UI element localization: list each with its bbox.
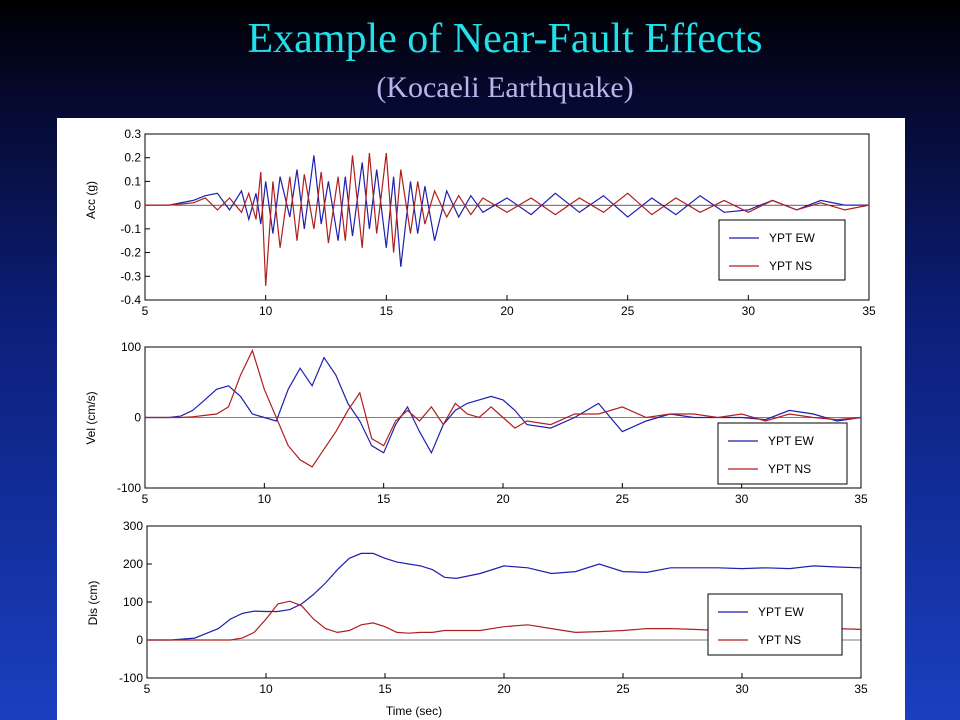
chart1-y-axis-label: Acc (g)	[84, 181, 98, 219]
chart1-ytick-label: -0.1	[120, 222, 141, 236]
chart1-legend-box	[718, 219, 846, 281]
chart1-xtick-label: 15	[380, 304, 394, 318]
chart1-xtick-label: 35	[862, 304, 876, 318]
charts-svg: 0.30.20.10-0.1-0.2-0.3-0.45 10 15 20 25 30 35A…	[84, 127, 876, 718]
chart3-y-axis-label: Dis (cm)	[86, 581, 100, 626]
chart3-xtick-label: 35	[854, 682, 868, 696]
chart1-ytick-label: 0.3	[124, 127, 141, 141]
chart1-xtick-label: 30	[742, 304, 756, 318]
slide-title: Example of Near-Fault Effects	[247, 16, 763, 62]
chart1-xtick-label: 20	[500, 304, 514, 318]
chart2-y-axis-label: Vel (cm/s)	[84, 391, 98, 444]
chart3-ytick-label: 0	[136, 633, 143, 647]
chart2-xtick-label: 5	[142, 492, 149, 506]
chart3-legend-label: YPT NS	[758, 633, 801, 647]
chart2-xtick-label: 20	[496, 492, 510, 506]
chart2-xtick-label: 25	[616, 492, 630, 506]
chart3-xtick-label: 15	[378, 682, 392, 696]
chart2-ytick-label: 100	[121, 340, 141, 354]
chart3-ytick-label: -100	[119, 671, 143, 685]
chart3-legend-box	[707, 593, 843, 656]
chart3-xtick-label: 5	[144, 682, 151, 696]
chart2-xtick-label: 35	[854, 492, 868, 506]
chart1-legend-label: YPT EW	[769, 231, 815, 245]
chart1-series-line-ypt-ns	[145, 152, 870, 286]
chart1-ytick-label: -0.2	[120, 246, 141, 260]
chart2-xtick-label: 10	[258, 492, 272, 506]
chart3-xtick-label: 25	[616, 682, 630, 696]
chart1-ytick-label: 0	[134, 198, 141, 212]
chart3-xtick-label: 30	[735, 682, 749, 696]
chart1-ytick-label: -0.3	[120, 269, 141, 283]
chart1-ytick-label: -0.4	[120, 293, 141, 307]
chart3-ytick-label: 300	[123, 519, 143, 533]
chart3-legend-label: YPT EW	[758, 605, 804, 619]
chart3-x-axis-label: Time (sec)	[386, 704, 442, 718]
slide-subtitle: (Kocaeli Earthquake)	[376, 71, 634, 104]
chart1-ytick-label: 0.1	[124, 174, 141, 188]
chart3-series-line-ypt-ew	[147, 552, 862, 641]
chart1-xtick-label: 25	[621, 304, 635, 318]
chart3-xtick-label: 10	[259, 682, 273, 696]
chart1-legend-label: YPT NS	[769, 259, 812, 273]
chart2-xtick-label: 30	[735, 492, 749, 506]
chart-panel: 0.3 0.2 0.1 0 -0.1 -0.2 -0.3 -0.4 5 10 15 20 25 30 35 A…	[57, 118, 905, 720]
chart2-ytick-label: -100	[117, 481, 141, 495]
chart2-series-line-ypt-ns	[145, 348, 862, 468]
chart2-legend-box	[717, 422, 848, 485]
chart1-xtick-label: 10	[259, 304, 273, 318]
chart2-legend-label: YPT EW	[768, 434, 814, 448]
chart1-xtick-label: 5	[142, 304, 149, 318]
chart2-ytick-label: 0	[134, 411, 141, 425]
chart3-xtick-label: 20	[497, 682, 511, 696]
chart3-series-line-ypt-ns	[147, 600, 862, 641]
chart2-series-line-ypt-ew	[145, 356, 862, 455]
chart2-legend-label: YPT NS	[768, 462, 811, 476]
chart1-ytick-label: 0.2	[124, 151, 141, 165]
chart2-xtick-label: 15	[377, 492, 391, 506]
chart3-ytick-label: 200	[123, 557, 143, 571]
chart3-ytick-label: 100	[123, 595, 143, 609]
